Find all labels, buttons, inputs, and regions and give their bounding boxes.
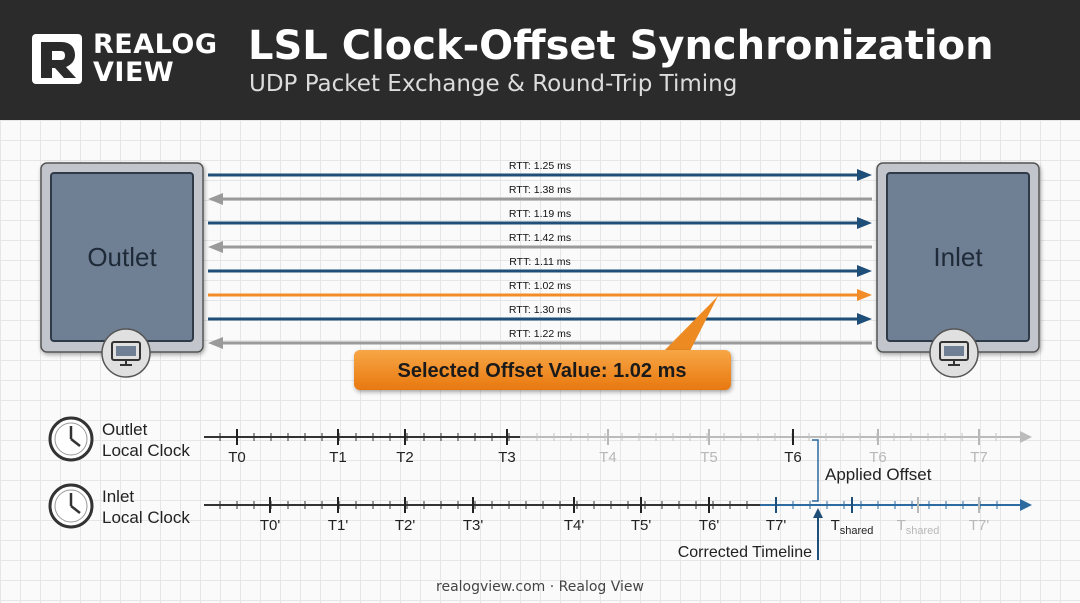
corrected-timeline-label: Corrected Timeline (678, 544, 812, 561)
arrowhead-left-icon (208, 193, 223, 205)
inlet-tick-label: T2' (395, 517, 416, 534)
brand-name: REALOG VIEW (93, 29, 218, 88)
packet-3: RTT: 1.19 ms (208, 208, 872, 229)
inlet-tick-text: T (831, 517, 840, 534)
arrowhead-left-icon (208, 241, 223, 253)
packet-rtt-label: RTT: 1.38 ms (509, 184, 571, 196)
page-title: LSL Clock-Offset Synchronization (248, 23, 994, 69)
inlet-tick-text: T0' (260, 517, 281, 534)
outlet-tick-label: T2 (396, 449, 414, 466)
inlet-tick-label: T3' (463, 517, 484, 534)
packet-rtt-label: RTT: 1.25 ms (509, 160, 571, 172)
realog-logo-icon (32, 34, 82, 84)
inlet-tick-label: Tshared (831, 517, 874, 537)
arrowhead-right-icon (857, 169, 872, 181)
inlet-tick-subscript: shared (906, 525, 940, 537)
outlet-tick-text: T1 (329, 449, 347, 466)
arrowhead-right-icon (857, 313, 872, 325)
inlet-tick-label: T4' (564, 517, 585, 534)
outlet-tick-text: T6 (784, 449, 802, 466)
packet-1: RTT: 1.25 ms (208, 160, 872, 181)
inlet-tick-text: T (897, 517, 906, 534)
outlet-tick-label: T1 (329, 449, 347, 466)
inlet-tick-text: T4' (564, 517, 585, 534)
packet-rtt-label: RTT: 1.02 ms (509, 280, 571, 292)
outlet-label: Outlet (87, 242, 157, 272)
outlet-tick-text: T4 (599, 449, 617, 466)
outlet-tick-text: T2 (396, 449, 414, 466)
inlet-tick-text: T1' (328, 517, 349, 534)
outlet-tick-label: T5 (700, 449, 718, 466)
outlet-clock-label-line2: Local Clock (102, 441, 190, 460)
outlet-tick-label: T4 (599, 449, 617, 466)
inlet-tick-text: T2' (395, 517, 416, 534)
packet-5: RTT: 1.11 ms (208, 256, 872, 277)
outlet-node: Outlet (40, 162, 204, 378)
packet-7: RTT: 1.30 ms (208, 304, 872, 325)
outlet-tick-text: T3 (498, 449, 516, 466)
callout-text: Selected Offset Value: 1.02 ms (397, 360, 686, 382)
outlet-clock-icon (48, 416, 94, 462)
arrowhead-right-icon (857, 217, 872, 229)
outlet-computer-icon (101, 328, 151, 378)
arrowhead-left-icon (208, 337, 223, 349)
inlet-clock-label-line1: Inlet (102, 487, 134, 506)
packet-rtt-label: RTT: 1.11 ms (509, 256, 570, 268)
inlet-timeline: T0' T1' T2' T3' T4' T5' T6' T7' Tshared Tshared T7… (204, 497, 1032, 537)
outlet-tick-text: T6 (869, 449, 887, 466)
outlet-tick-text: T7 (970, 449, 988, 466)
outlet-tick-text: T0 (228, 449, 246, 466)
arrowhead-right-icon (857, 289, 872, 301)
inlet-clock-label-line2: Local Clock (102, 508, 190, 527)
footer-credit: realogview.com · Realog View (436, 579, 644, 595)
inlet-tick-label: Tshared (897, 517, 940, 537)
inlet-clock-icon (48, 483, 94, 529)
inlet-tick-label: T7' (766, 517, 787, 534)
inlet-tick-text: T7' (766, 517, 787, 534)
outlet-tick-label: T6 (784, 449, 802, 466)
inlet-tick-label: T6' (699, 517, 720, 534)
corrected-timeline-marker: Corrected Timeline (678, 508, 823, 561)
packet-rtt-label: RTT: 1.42 ms (509, 232, 571, 244)
packet-4: RTT: 1.42 ms (208, 232, 872, 253)
outlet-tick-label: T7 (970, 449, 988, 466)
packet-6: RTT: 1.02 ms (208, 280, 872, 301)
inlet-tick-text: T3' (463, 517, 484, 534)
inlet-tick-text: T7' (969, 517, 990, 534)
inlet-tick-label: T5' (631, 517, 652, 534)
inlet-tick-text: T6' (699, 517, 720, 534)
packet-exchange: RTT: 1.25 ms RTT: 1.38 ms RTT: 1.19 ms RTT:… (208, 160, 872, 349)
inlet-computer-icon (929, 328, 979, 378)
inlet-tick-label: T0' (260, 517, 281, 534)
outlet-tick-label: T3 (498, 449, 516, 466)
inlet-tick-label: T1' (328, 517, 349, 534)
header-bar: REALOG VIEW LSL Clock-Offset Synchroniza… (0, 0, 1080, 120)
outlet-tick-label: T6 (869, 449, 887, 466)
inlet-label: Inlet (933, 242, 983, 272)
inlet-tick-label: T7' (969, 517, 990, 534)
packet-rtt-label: RTT: 1.19 ms (509, 208, 571, 220)
inlet-node: Inlet (876, 162, 1040, 378)
inlet-tick-subscript: shared (840, 525, 874, 537)
packet-2: RTT: 1.38 ms (208, 184, 872, 205)
outlet-clock-label-line1: Outlet (102, 420, 148, 439)
inlet-tick-text: T5' (631, 517, 652, 534)
packet-rtt-label: RTT: 1.30 ms (509, 304, 571, 316)
selected-offset-callout: Selected Offset Value: 1.02 ms (354, 296, 731, 390)
outlet-tick-text: T5 (700, 449, 718, 466)
applied-offset-label: Applied Offset (825, 465, 932, 484)
outlet-timeline: T0 T1 T2 T3 T4 T5 T6 T6 T7 (204, 429, 1032, 466)
arrowhead-right-icon (857, 265, 872, 277)
page-subtitle: UDP Packet Exchange & Round-Trip Timing (249, 71, 738, 97)
packet-8: RTT: 1.22 ms (208, 328, 872, 349)
applied-offset-bracket: Applied Offset (812, 439, 932, 502)
outlet-tick-label: T0 (228, 449, 246, 466)
packet-rtt-label: RTT: 1.22 ms (509, 328, 571, 340)
